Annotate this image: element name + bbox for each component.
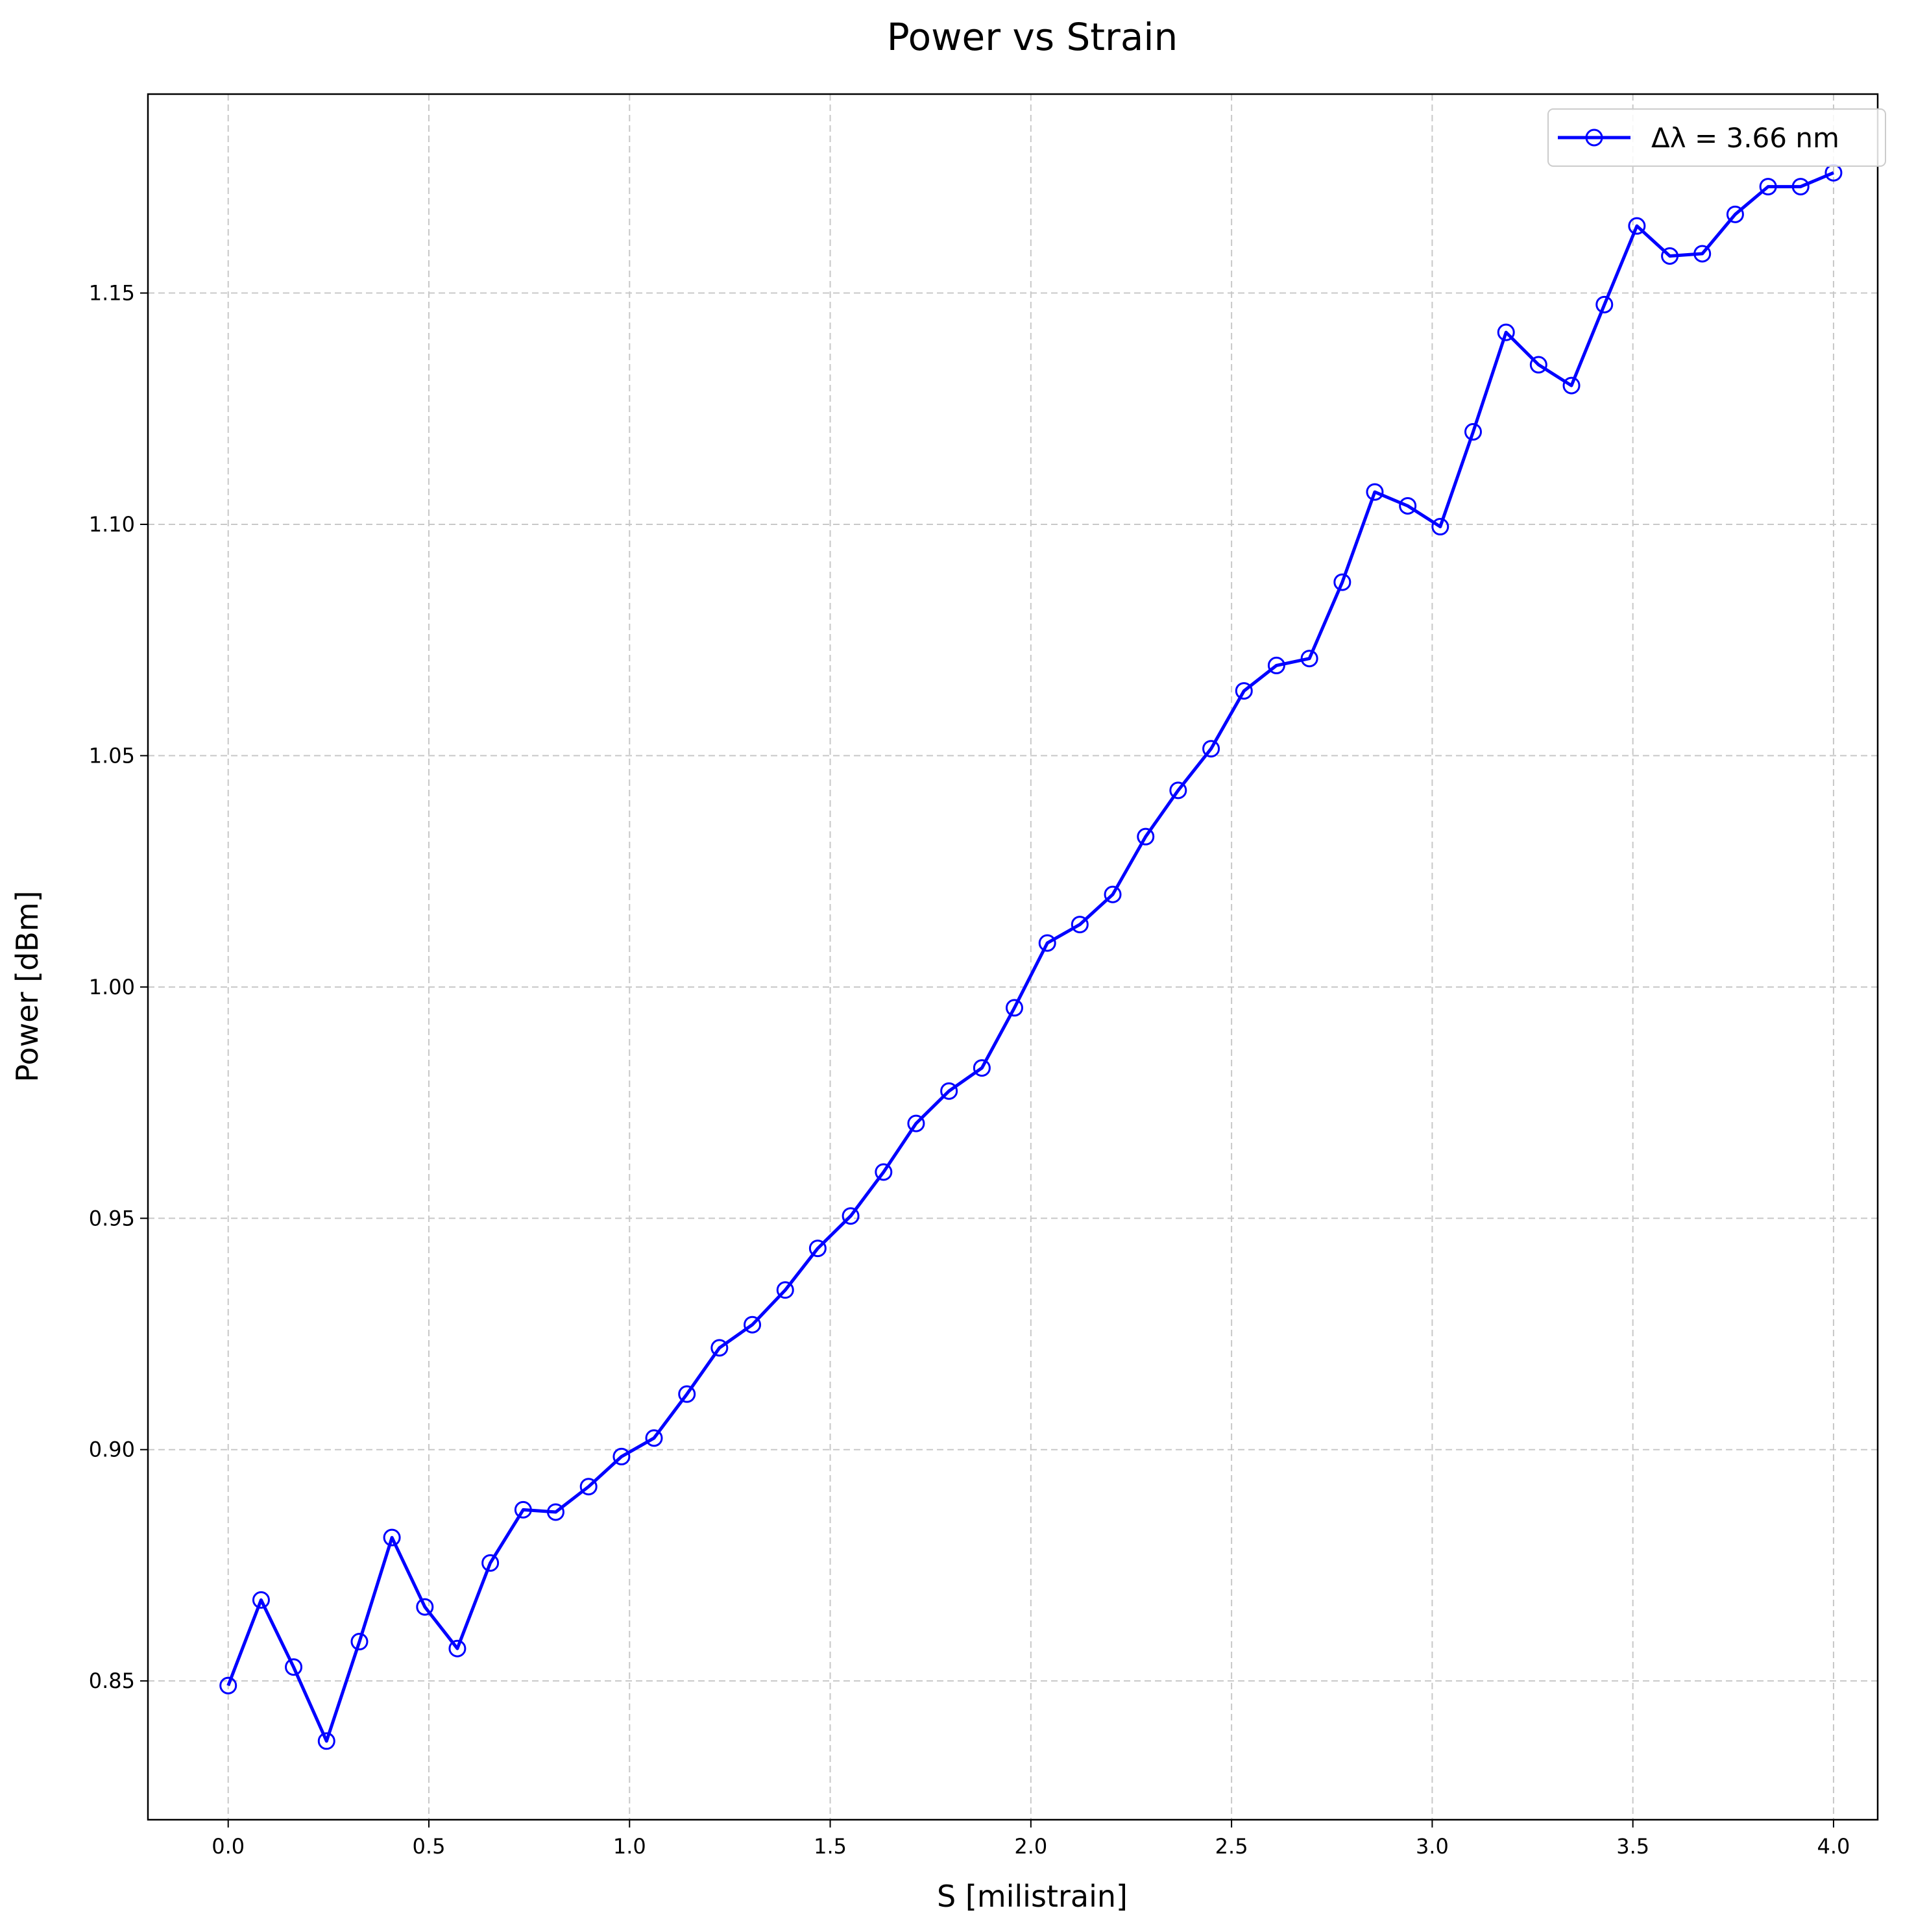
- data-point: [219, 1676, 237, 1694]
- data-point: [481, 1554, 500, 1572]
- data-point: [612, 1447, 631, 1465]
- y-tick-label: 0.85: [89, 1669, 135, 1693]
- data-point: [1300, 650, 1318, 668]
- data-point: [1628, 217, 1646, 235]
- x-tick-label: 3.5: [1616, 1834, 1649, 1859]
- data-point: [1399, 496, 1417, 515]
- data-point: [1693, 245, 1712, 263]
- data-point: [1661, 247, 1679, 265]
- data-point: [940, 1082, 958, 1100]
- y-tick-label: 1.10: [89, 512, 135, 537]
- chart-title: Power vs Strain: [887, 15, 1178, 59]
- legend-marker-icon: [1585, 128, 1603, 147]
- data-point: [1169, 781, 1187, 800]
- x-tick-label: 1.0: [613, 1834, 646, 1859]
- data-point: [383, 1528, 401, 1547]
- data-point: [710, 1339, 729, 1357]
- data-point: [1595, 295, 1614, 313]
- data-point: [252, 1591, 270, 1609]
- data-point: [416, 1598, 434, 1616]
- series-line: [226, 171, 1834, 1743]
- x-tick-label: 4.0: [1817, 1834, 1850, 1859]
- data-point: [1431, 518, 1449, 536]
- data-point: [1333, 573, 1351, 591]
- series-layer: [219, 164, 1843, 1750]
- data-point: [973, 1059, 991, 1077]
- data-point: [645, 1429, 663, 1447]
- data-point: [1104, 885, 1122, 903]
- data-point: [1497, 323, 1515, 341]
- x-tick-label: 2.0: [1014, 1834, 1047, 1859]
- data-point: [907, 1114, 925, 1132]
- data-point: [1562, 376, 1581, 395]
- plot-frame: [147, 93, 1879, 1821]
- data-point: [744, 1315, 762, 1334]
- data-point: [546, 1503, 564, 1521]
- x-tick-label: 0.5: [413, 1834, 446, 1859]
- x-axis-label: S [milistrain]: [937, 1879, 1128, 1914]
- data-point: [1464, 422, 1482, 441]
- data-point: [1529, 356, 1547, 374]
- legend: Δλ = 3.66 nm: [1547, 108, 1886, 167]
- grid: [148, 94, 1878, 1820]
- data-point: [350, 1633, 369, 1651]
- x-tick-label: 3.0: [1416, 1834, 1449, 1859]
- data-point: [514, 1500, 532, 1519]
- data-point: [875, 1163, 893, 1181]
- y-axis-label: Power [dBm]: [10, 890, 45, 1082]
- x-tick-label: 2.5: [1215, 1834, 1248, 1859]
- data-point: [1038, 934, 1056, 952]
- data-point: [448, 1639, 467, 1657]
- data-point: [1137, 827, 1155, 846]
- data-point: [1202, 740, 1220, 758]
- y-tick-label: 0.95: [89, 1206, 135, 1230]
- y-tick-label: 0.90: [89, 1437, 135, 1462]
- x-tick-label: 1.5: [814, 1834, 847, 1859]
- legend-box: [1547, 108, 1886, 167]
- data-point: [317, 1732, 335, 1750]
- data-point: [678, 1385, 696, 1403]
- data-point: [1267, 656, 1285, 674]
- axes: 0.0 0.5 1.0 1.5 2.0 2.5 3.0 3.5 4.0 0.85 0.90 0.95 1…: [89, 281, 1850, 1859]
- data-point: [1726, 205, 1744, 223]
- data-point: [842, 1207, 860, 1225]
- y-tick-label: 1.05: [89, 743, 135, 768]
- data-point: [1791, 178, 1810, 196]
- y-tick-label: 1.15: [89, 281, 135, 306]
- data-point: [776, 1281, 794, 1299]
- y-tick-label: 1.00: [89, 975, 135, 999]
- data-point: [1071, 916, 1089, 934]
- legend-label: Δλ = 3.66 nm: [1651, 122, 1839, 154]
- x-tick-label: 0.0: [212, 1834, 245, 1859]
- data-point: [1366, 483, 1384, 501]
- data-point: [285, 1658, 303, 1676]
- data-point: [1005, 999, 1023, 1017]
- data-point: [808, 1240, 827, 1258]
- data-point: [579, 1478, 598, 1496]
- data-point: [1235, 682, 1253, 700]
- data-point: [1759, 178, 1777, 196]
